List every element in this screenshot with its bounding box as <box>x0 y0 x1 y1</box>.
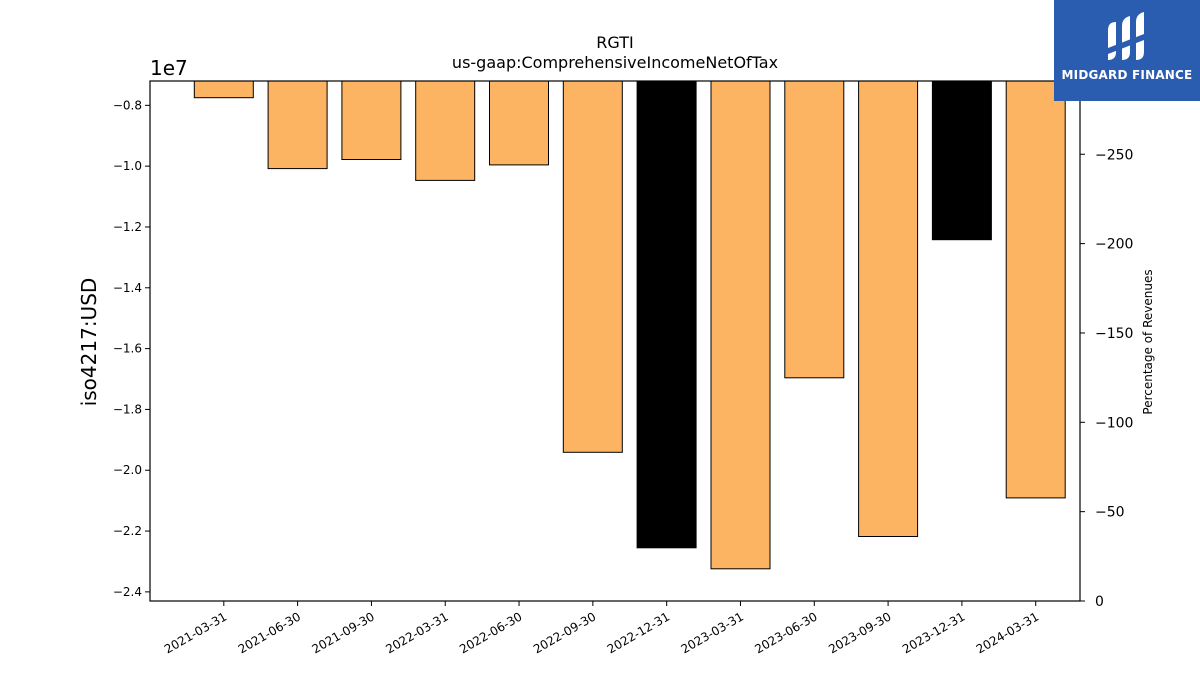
y2-tick-label: −200 <box>1095 237 1133 253</box>
y-axis-label: iso4217:USD <box>77 278 101 407</box>
y-tick-label: −1.6 <box>113 342 142 356</box>
y-tick-label: −2.2 <box>113 524 142 538</box>
x-tick-label: 2022-09-30 <box>531 609 598 656</box>
bar-2021-03-31 <box>193 80 254 99</box>
x-tick-label: 2021-03-31 <box>162 609 229 656</box>
bar-2023-06-30 <box>784 80 845 379</box>
bar-2022-03-31 <box>415 80 476 181</box>
y2-tick-label: −250 <box>1095 147 1133 163</box>
y-ticks-group: −0.8 −1.0 −1.2 −1.4 −1.6 −1.8 −2.0 −2.2 −2.4 <box>113 98 150 599</box>
x-tick-label: 2022-12-31 <box>605 609 672 656</box>
bar-2024-03-31 <box>1005 80 1066 499</box>
bar-2022-09-30 <box>562 80 623 453</box>
y-tick-label: −1.4 <box>113 281 142 295</box>
y-tick-label: −1.0 <box>113 159 142 173</box>
bars-group <box>193 80 1066 570</box>
y-tick-label: −2.0 <box>113 463 142 477</box>
bar-2023-12-31 <box>931 80 992 241</box>
y-tick-label: −0.8 <box>113 98 142 112</box>
plot-frame <box>149 80 1081 602</box>
logo-mark-icon <box>1108 12 1144 60</box>
x-tick-label: 2022-06-30 <box>457 609 524 656</box>
chart-title: RGTI <box>596 33 633 52</box>
x-tick-label: 2022-03-31 <box>383 609 450 656</box>
bar-2023-03-31 <box>710 80 771 570</box>
x-ticks-group: 2021-03-31 2021-06-30 2021-09-30 2022-03-31… <box>162 601 1041 656</box>
x-tick-label: 2024-03-31 <box>974 609 1041 656</box>
y-tick-label: −2.4 <box>113 585 142 599</box>
y2-tick-label: 0 <box>1095 594 1104 610</box>
bar-2021-06-30 <box>267 80 328 170</box>
y-offset-label: 1e7 <box>150 56 188 80</box>
x-tick-label: 2021-06-30 <box>236 609 303 656</box>
x-tick-label: 2023-03-31 <box>679 609 746 656</box>
bar-2022-12-31 <box>636 80 697 549</box>
y-tick-label: −1.2 <box>113 220 142 234</box>
y2-ticks-group: 0 −50 −100 −150 −200 −250 <box>1080 147 1133 610</box>
bar-2023-09-30 <box>858 80 919 537</box>
y2-tick-label: −150 <box>1095 326 1133 342</box>
bar-2021-09-30 <box>341 80 402 160</box>
logo-text: MIDGARD FINANCE <box>1061 68 1193 82</box>
midgard-finance-logo: MIDGARD FINANCE <box>1054 0 1200 101</box>
x-tick-label: 2023-06-30 <box>752 609 819 656</box>
y2-tick-label: −100 <box>1095 415 1133 431</box>
y2-axis-label: Percentage of Revenues <box>1141 269 1155 414</box>
chart-subtitle: us-gaap:ComprehensiveIncomeNetOfTax <box>452 53 778 72</box>
y2-tick-label: −50 <box>1095 505 1125 521</box>
y-tick-label: −1.8 <box>113 402 142 416</box>
x-tick-label: 2023-09-30 <box>826 609 893 656</box>
bar-2022-06-30 <box>489 80 549 166</box>
x-tick-label: 2023-12-31 <box>900 609 967 656</box>
x-tick-label: 2021-09-30 <box>310 609 377 656</box>
